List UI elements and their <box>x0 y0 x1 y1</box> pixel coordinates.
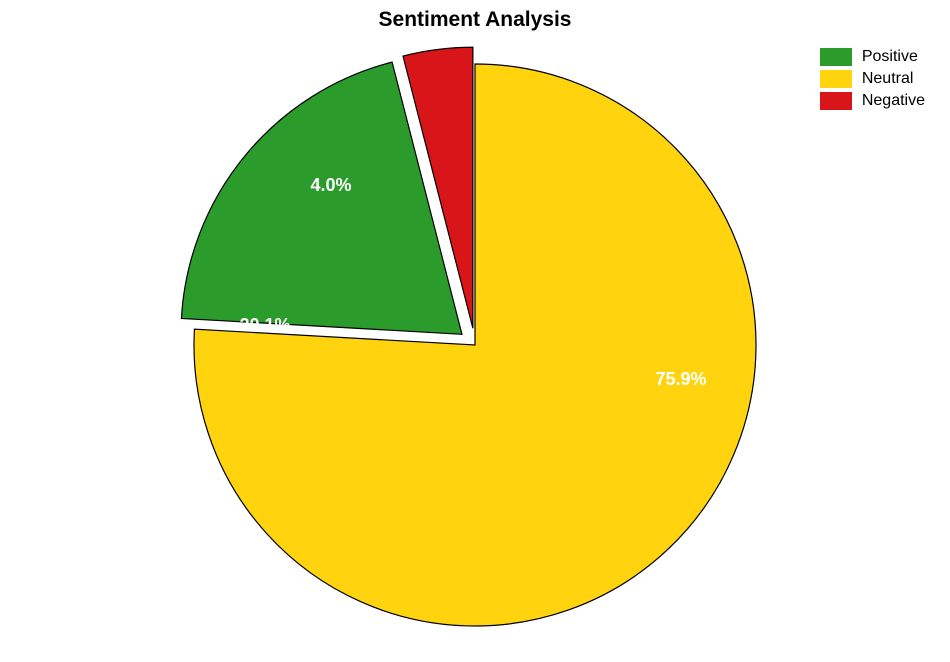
slice-label-positive: 20.1% <box>239 315 290 335</box>
legend-swatch <box>820 92 852 110</box>
legend: Positive Neutral Negative <box>820 48 925 114</box>
legend-item-negative: Negative <box>820 92 925 110</box>
sentiment-pie-chart: Sentiment Analysis 75.9%20.1%4.0% Positi… <box>0 0 950 662</box>
pie-svg: 75.9% 20.1% 4.0% <box>0 0 950 662</box>
legend-label: Positive <box>862 48 918 66</box>
legend-swatch <box>820 70 852 88</box>
legend-item-positive: Positive <box>820 48 925 66</box>
slice-label-negative: 4.0% <box>310 175 351 195</box>
legend-label: Neutral <box>862 70 914 88</box>
slice-label-neutral: 75.9% <box>655 369 706 389</box>
legend-item-neutral: Neutral <box>820 70 925 88</box>
legend-label: Negative <box>862 92 925 110</box>
legend-swatch <box>820 48 852 66</box>
